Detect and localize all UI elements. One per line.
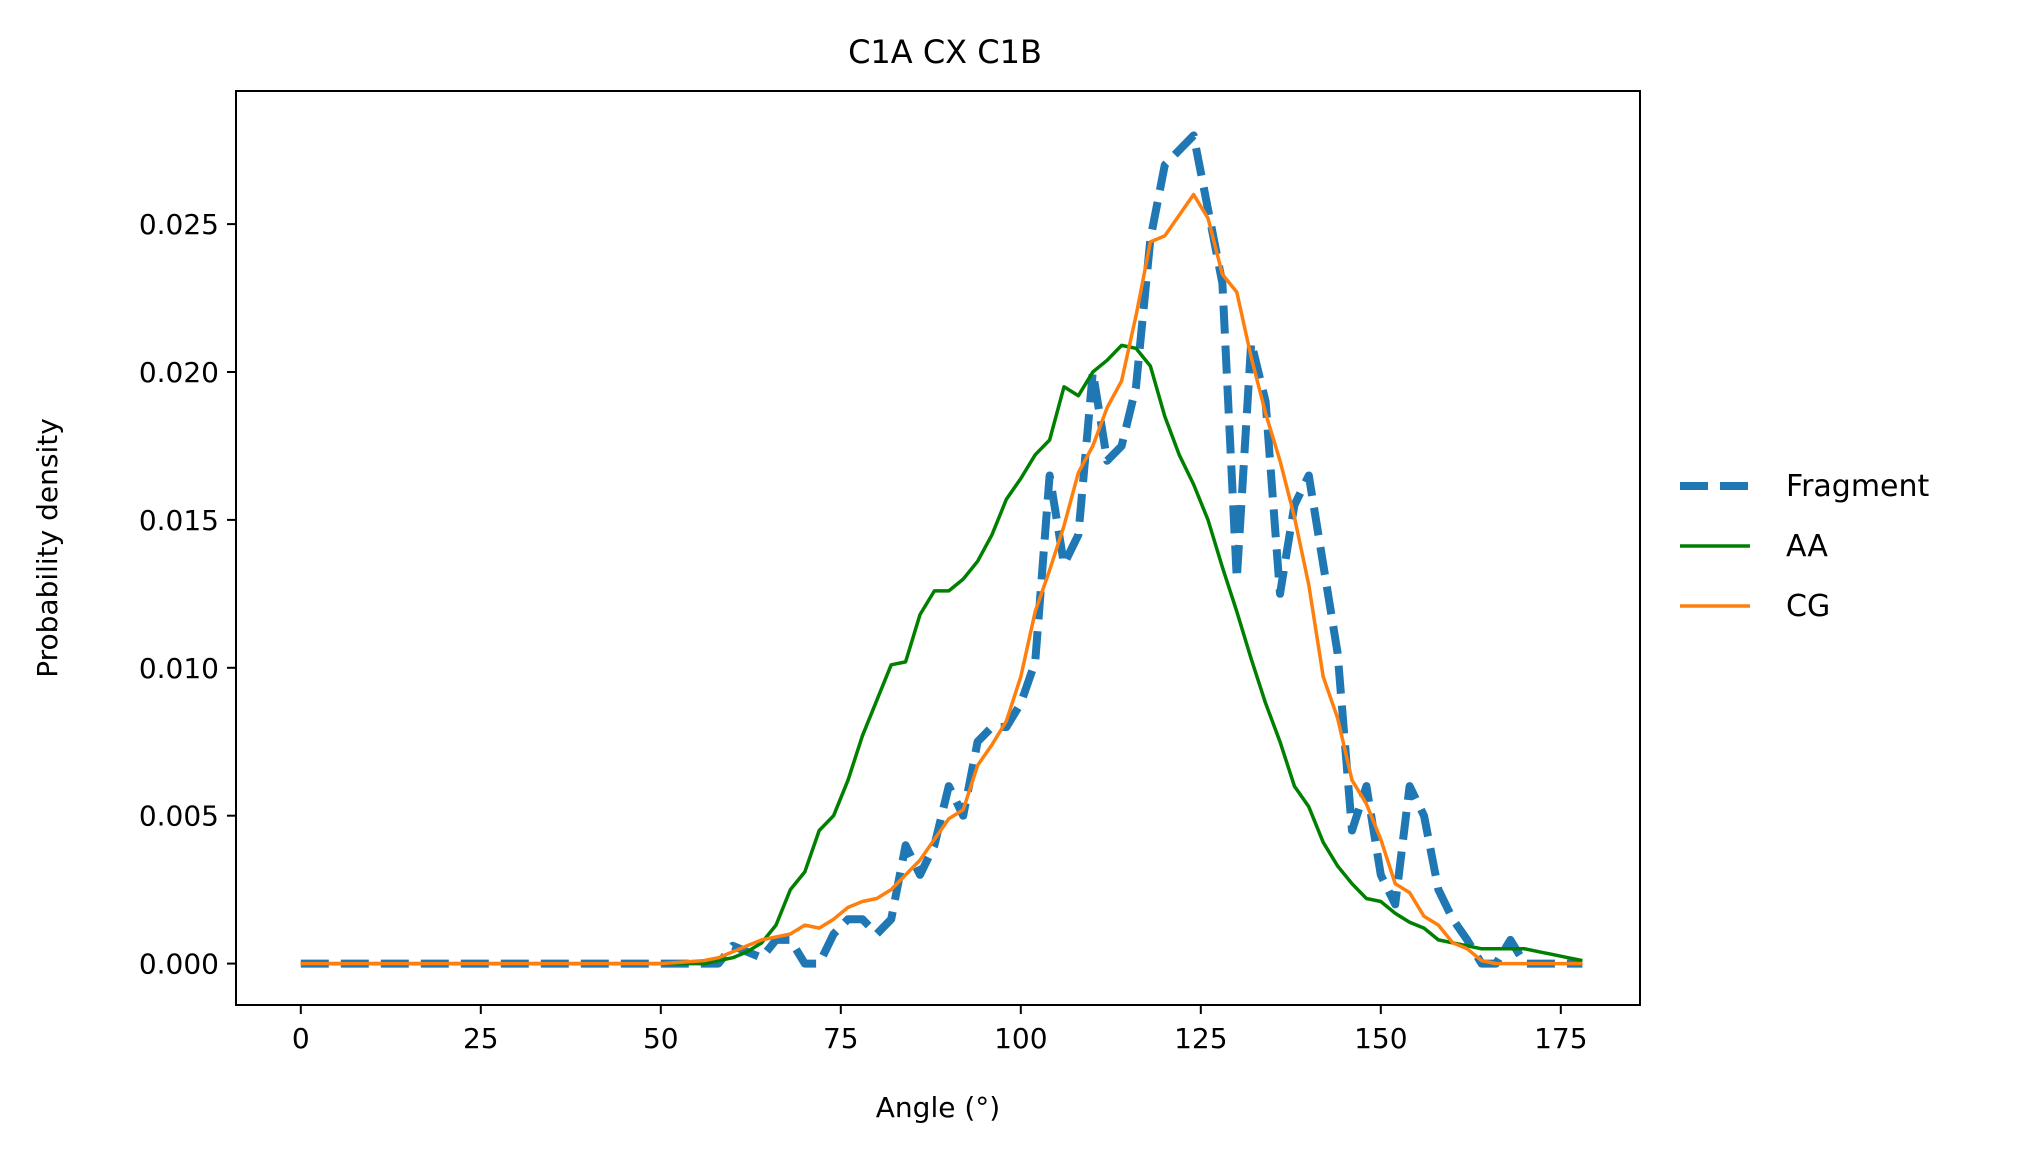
plot-frame [235, 90, 1641, 1006]
series-line-cg [300, 192, 1583, 966]
x-tick-label: 50 [643, 1022, 679, 1055]
y-tick-label: 0.005 [139, 800, 219, 833]
x-tick-label: 175 [1534, 1022, 1587, 1055]
x-tick-label: 150 [1354, 1022, 1407, 1055]
x-tick-label: 125 [1174, 1022, 1227, 1055]
x-tick-label: 75 [823, 1022, 859, 1055]
y-tick-label: 0.000 [139, 948, 219, 981]
x-axis: 0 25 50 75 100 125 150 175 [292, 1005, 1588, 1055]
x-tick-label: 0 [292, 1022, 310, 1055]
y-tick-label: 0.010 [139, 652, 219, 685]
y-axis-label: Probability density [31, 418, 64, 678]
y-tick-label: 0.025 [139, 208, 219, 241]
x-tick-label: 25 [463, 1022, 499, 1055]
legend-label-aa: AA [1786, 529, 1828, 564]
series-layer [300, 131, 1583, 968]
series-line-fragment [300, 131, 1583, 968]
y-axis: 0.000 0.005 0.010 0.015 0.020 0.025 [139, 208, 236, 981]
y-tick-label: 0.015 [139, 504, 219, 537]
x-axis-label: Angle (°) [876, 1091, 1000, 1124]
y-tick-label: 0.020 [139, 356, 219, 389]
legend-label-fragment: Fragment [1786, 469, 1930, 504]
chart-title: C1A CX C1B [848, 33, 1042, 71]
x-tick-label: 100 [994, 1022, 1047, 1055]
legend: Fragment AA CG [1680, 469, 1930, 624]
legend-label-cg: CG [1786, 589, 1830, 624]
